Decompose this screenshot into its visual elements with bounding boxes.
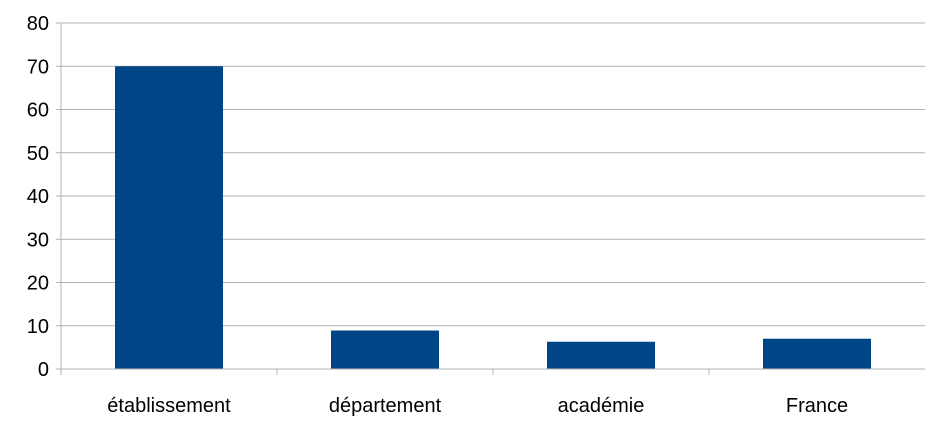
x-tick-label: établissement xyxy=(107,395,231,417)
axes xyxy=(56,22,925,375)
bar xyxy=(547,341,655,369)
y-tick-label: 70 xyxy=(27,56,49,78)
x-tick-labels: établissement département académie France xyxy=(107,395,848,417)
y-tick-label: 30 xyxy=(27,229,49,251)
y-tick-label: 40 xyxy=(27,186,49,208)
x-tick-label: France xyxy=(786,395,848,417)
y-tick-label: 20 xyxy=(27,273,49,295)
y-tick-label: 0 xyxy=(38,359,49,381)
bar xyxy=(331,330,439,369)
bars xyxy=(115,66,871,369)
y-tick-labels: 0 10 20 30 40 50 60 70 80 xyxy=(27,13,49,381)
bar xyxy=(763,338,871,369)
y-tick-label: 80 xyxy=(27,13,49,35)
y-tick-label: 60 xyxy=(27,100,49,122)
bar xyxy=(115,66,223,369)
x-tick-label: académie xyxy=(558,395,645,417)
y-tick-label: 10 xyxy=(27,316,49,338)
x-tick-label: département xyxy=(329,395,442,417)
y-tick-label: 50 xyxy=(27,143,49,165)
